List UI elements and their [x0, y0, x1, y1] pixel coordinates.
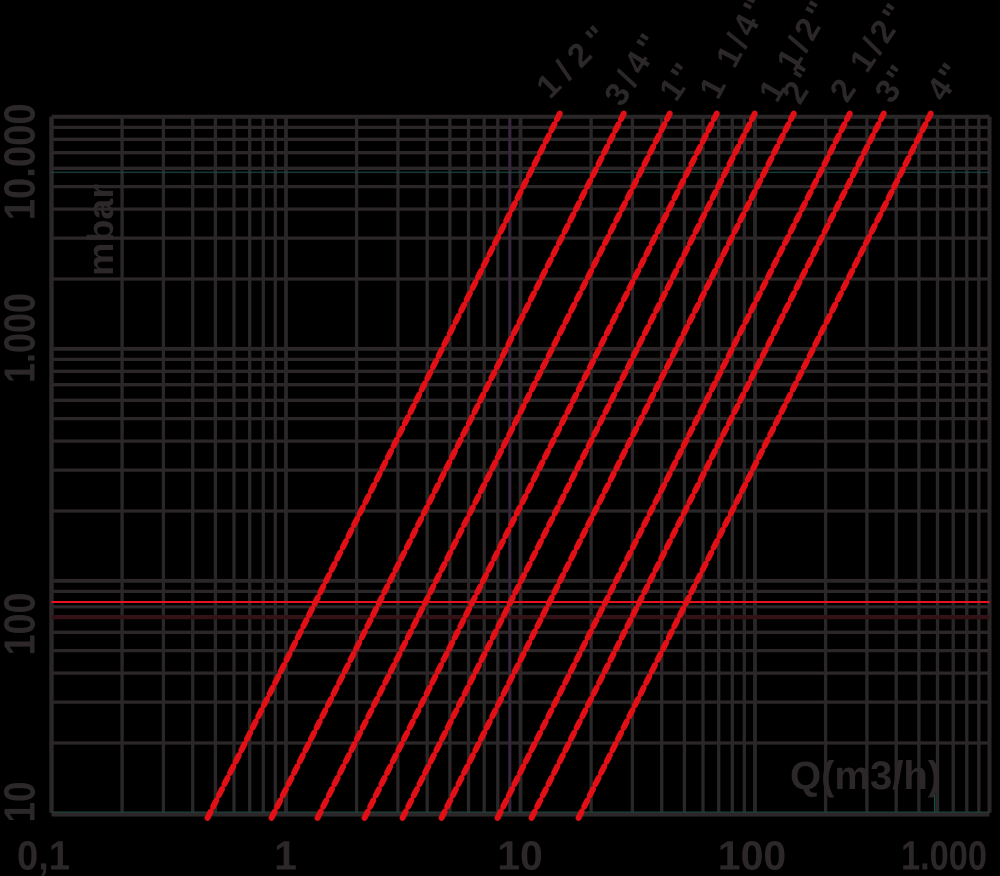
svg-text:1.000: 1.000: [901, 833, 987, 876]
svg-text:mbar: mbar: [80, 184, 121, 276]
svg-text:100: 100: [0, 593, 45, 656]
svg-text:10: 10: [0, 782, 45, 823]
svg-text:Q(m3/h): Q(m3/h): [790, 754, 941, 798]
svg-text:10.000: 10.000: [0, 103, 45, 220]
svg-text:10: 10: [497, 833, 543, 876]
svg-text:100: 100: [718, 833, 786, 876]
svg-text:0,1: 0,1: [17, 833, 70, 876]
svg-text:1: 1: [274, 833, 297, 876]
svg-text:1.000: 1.000: [0, 293, 45, 383]
